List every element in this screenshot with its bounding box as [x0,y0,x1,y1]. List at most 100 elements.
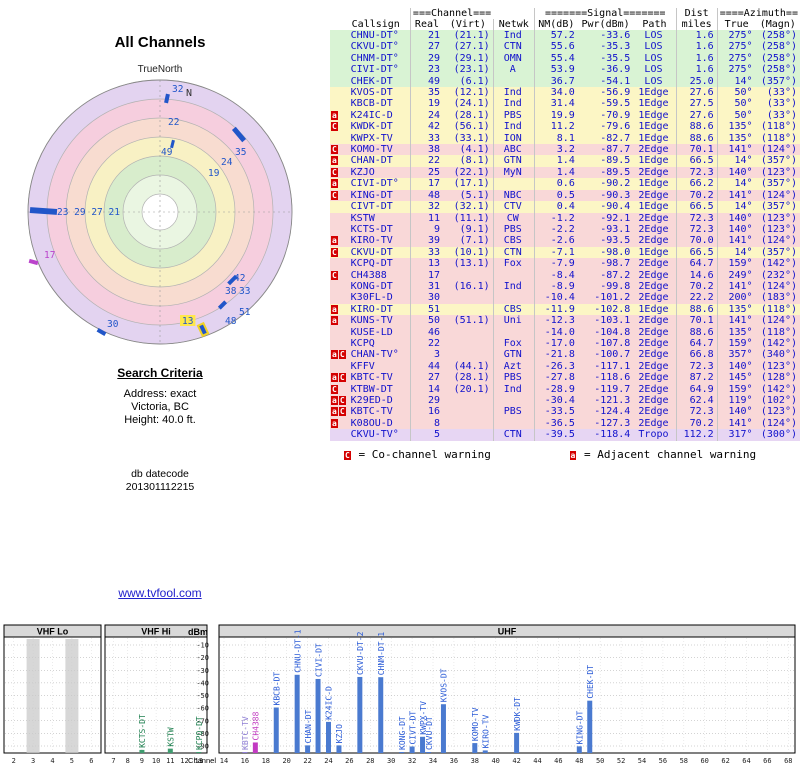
band-header [3,624,102,638]
cell-warn: C [330,384,350,395]
band-header [104,624,208,638]
station-label-CKVU-DT-2: CKVU-DT-2 [356,631,365,675]
cell-pwr_dbm: -54.1 [600,75,631,87]
cell-pwr_dbm: -89.5 [600,166,631,178]
station-label-CHNU-DT-1: CHNU-DT-1 [293,629,302,673]
cell-dist_mi: 22.2 [675,292,718,304]
cell-virt [443,418,493,429]
table-row: CIVT-DT 32 (32.1) CTV 0.4 -90.4 1Edge 66.5 14° (3… [330,201,800,213]
cell-pwr_dbm: -59.5 [600,98,631,110]
cell-netwk [492,417,535,430]
cell-nm_db: 19.9 [533,109,578,122]
cell-dist_mi: 72.3 [675,212,718,224]
station-bar-CKVU-DT [426,752,432,753]
dbm-tick-label: -80 [196,730,209,738]
channel-tick-label: 3 [31,757,35,765]
cell-nm_db: 53.9 [533,64,578,76]
cell-warn: C [330,144,350,155]
radar-signal-bar [231,126,247,143]
table-row: K30FL-D 30 -10.4 -101.2 2Edge 22.2 200° (183°) [330,292,800,304]
cell-netwk: Ind [492,87,535,99]
cell-dist_mi: 112.2 [675,429,718,441]
cell-path: 2Edge [638,395,669,406]
radar-channel-label: 13 [182,316,193,327]
cell-virt [443,349,493,360]
station-bar-CKVU-DT-2 [357,676,363,753]
cell-nm_db: -2.6 [533,235,578,247]
tvfool-link[interactable]: www.tvfool.com [118,586,202,600]
cell-netwk [492,178,535,190]
cell-nm_db: 57.2 [533,30,578,42]
cell-az_magn: (118°) [760,326,797,338]
cell-warn: C [330,247,350,258]
co-channel-warning-badge: C [331,145,338,155]
cell-az_true: 200° [716,292,756,304]
cell-az_true: 14° [716,246,756,259]
cell-az_true: 275° [716,64,756,76]
cell-warn: a [330,418,350,429]
cell-dist_mi: 64.9 [675,383,718,395]
cell-warn: a [330,155,350,166]
channel-tick-label: 46 [554,757,562,765]
channel-tick-label: 62 [721,757,729,765]
adjacent-channel-warning-badge: a [331,179,338,189]
radar-signal-bar [170,139,175,149]
cell-real: 22 [409,337,444,350]
table-row: a C K29ED-D 29 -30.4 -121.3 2Edge 62.4 119° (102°… [330,395,800,407]
cell-netwk: CTV [492,201,535,213]
cell-az_true: 135° [716,303,756,316]
cell-pwr_dbm: -33.6 [600,30,631,41]
cell-dist_mi: 1.6 [675,52,718,65]
co-channel-warning-badge: C [338,396,346,405]
cell-az_true: 141° [716,315,756,327]
cell-real: 5 [409,429,444,441]
dbm-axis-label: dBm [188,627,208,637]
header-true: True [716,19,756,30]
cell-netwk: CW [492,212,535,224]
cell-virt: (21.1) [453,30,490,41]
cell-netwk: Ind [492,280,535,293]
station-label-KCPQ-DT: KCPQ-DT [195,716,204,750]
cell-az_magn: (300°) [760,429,797,441]
cell-real: 16 [409,406,444,418]
cell-pwr_dbm: -102.8 [594,303,631,315]
station-label-CIVT-DT: CIVT-DT [408,711,417,745]
co-channel-warning-badge: C [338,407,346,417]
cell-nm_db: -8.4 [533,269,578,281]
cell-az_magn: (102°) [760,395,797,406]
cell-virt: (10.1) [453,246,490,258]
cell-dist_mi: 64.7 [675,258,718,270]
cell-warn: C [330,167,350,178]
cell-path: 2Edge [638,144,669,156]
cell-callsign: KBTC-TV [350,406,393,418]
channel-axis-label: Channel [188,756,216,765]
header-magn: (Magn) [759,19,796,30]
cell-netwk: GTN [492,155,535,167]
cell-virt: (6.1) [459,75,490,87]
table-row: a KIRO-DT 51 CBS -11.9 -102.8 1Edge 88.6 135° (11… [330,303,800,316]
cell-callsign: CH4388 [350,269,387,281]
channel-tick-label: 9 [140,757,144,765]
cell-path: 2Edge [638,383,669,395]
cell-az_magn: (258°) [760,52,797,64]
cell-warn [330,429,350,440]
cell-warn [330,53,350,64]
cell-pwr_dbm: -103.1 [594,315,631,327]
cell-nm_db: 3.2 [533,144,578,156]
spectrum-band-boxes: VHF Lo VHF Hi UHF [3,624,796,754]
cell-warn: a [330,178,350,189]
cell-real: 51 [409,303,444,316]
band-label: UHF [498,627,517,637]
cell-az_magn: (123°) [760,406,797,418]
cell-callsign: CKVU-TV° [350,429,399,441]
cell-az_true: 275° [716,41,756,53]
cell-virt: (27.1) [453,41,490,53]
cell-az_magn: (357°) [760,246,797,258]
co-channel-warning-badge: C [338,350,346,360]
station-bar-KCTS-DT [139,749,145,753]
co-channel-warning-badge: C [331,122,338,132]
cell-virt: (20.1) [453,383,490,395]
cell-virt [443,338,493,349]
cell-netwk: NBC [492,189,535,202]
channel-tick-label: 34 [429,757,437,765]
